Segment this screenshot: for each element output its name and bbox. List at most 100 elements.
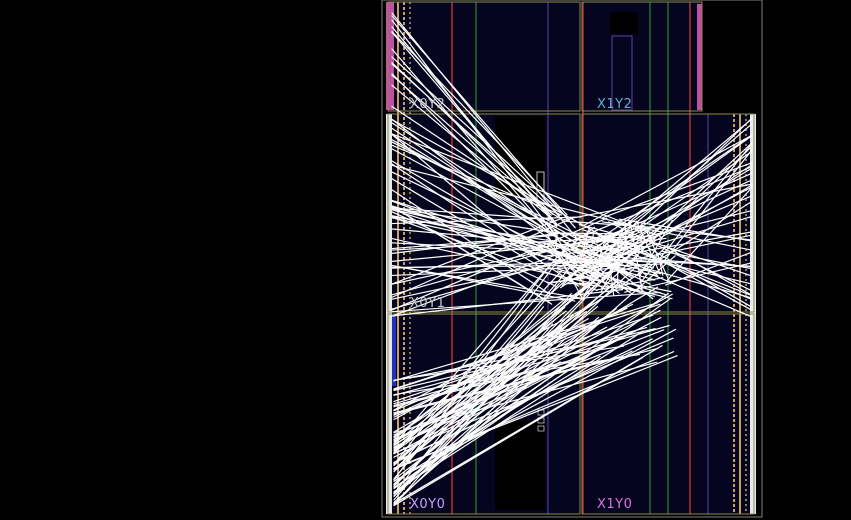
- dark-block-x0y0: [495, 420, 545, 510]
- route-net: [393, 358, 584, 408]
- route-net: [393, 303, 634, 418]
- route-net: [391, 215, 549, 248]
- route-net: [393, 329, 578, 390]
- route-net: [565, 166, 753, 244]
- clock-region-labels: X0Y2 X1Y2 X0Y1 X0Y0 X1Y0: [410, 97, 632, 512]
- route-net: [391, 105, 559, 218]
- region-label-x1y0: X1Y0: [597, 497, 632, 512]
- route-net: [627, 118, 753, 224]
- route-net: [657, 252, 664, 276]
- route-net: [391, 133, 662, 238]
- route-net: [391, 48, 552, 235]
- route-net: [393, 332, 631, 455]
- routing-nets: [391, 12, 753, 507]
- route-net: [393, 328, 656, 391]
- route-net: [393, 292, 669, 489]
- route-net: [393, 325, 670, 405]
- device-outline: [381, 0, 763, 518]
- route-net: [393, 341, 599, 382]
- route-net: [391, 178, 545, 270]
- route-net: [393, 330, 644, 493]
- route-net: [559, 244, 573, 271]
- route-net: [638, 219, 673, 278]
- route-net: [391, 26, 558, 228]
- route-net: [393, 265, 638, 495]
- route-net: [393, 361, 561, 448]
- route-net: [391, 73, 544, 226]
- route-net: [620, 281, 672, 293]
- region-label-x0y1: X0Y1: [410, 296, 445, 311]
- route-net: [546, 221, 576, 266]
- route-net: [589, 236, 645, 277]
- region-fabric-x1y2[interactable]: [582, 2, 702, 111]
- route-net: [393, 363, 579, 489]
- region-label-x0y2: X0Y2: [410, 97, 445, 112]
- route-net: [617, 256, 753, 268]
- route-net: [555, 230, 558, 249]
- route-net: [618, 218, 753, 242]
- io-bank-pink-top[interactable]: [386, 2, 394, 110]
- route-net: [624, 262, 753, 293]
- route-net: [391, 56, 564, 215]
- route-net: [661, 250, 753, 270]
- route-net: [391, 144, 562, 216]
- route-net: [585, 244, 654, 300]
- route-net: [391, 217, 563, 285]
- route-net: [393, 256, 559, 445]
- route-net: [561, 219, 633, 286]
- route-net: [393, 337, 674, 454]
- route-net: [393, 344, 663, 505]
- route-net: [391, 119, 639, 257]
- region-label-x0y0: X0Y0: [410, 497, 445, 512]
- route-net: [592, 135, 753, 251]
- route-net: [391, 232, 563, 254]
- io-bank-pink-right[interactable]: [697, 4, 702, 110]
- route-net: [559, 150, 753, 283]
- route-net: [632, 227, 641, 234]
- route-net: [546, 244, 620, 294]
- route-net: [391, 242, 552, 252]
- route-net: [629, 220, 643, 291]
- route-net: [590, 272, 621, 281]
- route-net: [393, 338, 548, 453]
- route-net: [391, 12, 579, 240]
- route-net: [391, 84, 555, 222]
- route-net: [583, 231, 753, 263]
- route-net: [600, 145, 753, 290]
- route-net: [393, 302, 659, 382]
- route-net: [393, 261, 657, 438]
- route-net: [391, 238, 624, 262]
- route-net: [546, 234, 584, 301]
- route-net: [391, 289, 624, 317]
- route-net: [393, 351, 675, 470]
- route-net: [636, 243, 670, 277]
- route-net: [393, 257, 561, 481]
- route-net: [391, 228, 627, 317]
- route-net: [393, 357, 582, 407]
- route-net: [391, 216, 582, 225]
- route-net: [559, 230, 650, 289]
- route-net: [576, 258, 664, 264]
- route-net: [393, 347, 659, 415]
- route-net: [393, 281, 617, 464]
- route-net: [393, 328, 641, 440]
- route-net: [391, 133, 550, 233]
- route-net: [640, 163, 753, 241]
- route-net: [575, 251, 628, 279]
- dark-block-x1y2: [610, 12, 638, 34]
- route-net: [637, 236, 753, 277]
- route-net: [391, 62, 554, 216]
- region-label-x1y2: X1Y2: [597, 97, 632, 112]
- route-net: [393, 300, 599, 411]
- route-net: [391, 189, 551, 295]
- route-net: [391, 216, 598, 292]
- route-net: [582, 229, 645, 249]
- route-net: [393, 314, 654, 403]
- route-net: [647, 247, 753, 308]
- route-net: [665, 251, 753, 286]
- route-net: [625, 246, 753, 301]
- route-net: [556, 260, 589, 268]
- route-net: [391, 74, 552, 216]
- route-net: [618, 123, 753, 238]
